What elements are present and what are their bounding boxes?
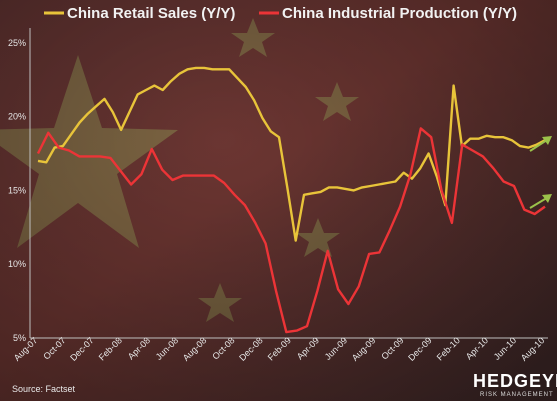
series-lines [36,66,546,334]
trend-arrow-lower [529,194,552,209]
trend-arrow-upper [529,136,552,152]
arrow-up-right-icon [542,136,552,145]
arrow-up-right-icon [542,194,552,203]
y-tick-label: 25% [8,38,26,48]
source-note: Source: Factset [12,384,76,394]
y-tick-label: 5% [13,333,26,343]
y-tick-label: 15% [8,185,26,195]
legend: China Retail Sales (Y/Y) China Industria… [44,5,517,22]
legend-label-industrial: China Industrial Production (Y/Y) [282,5,517,22]
y-tick-label: 10% [8,259,26,269]
hedgeye-logo: HEDGEYE RISK MANAGEMENT [473,371,557,398]
legend-label-retail: China Retail Sales (Y/Y) [67,5,235,22]
y-ticks: 25% 20% 15% 10% 5% [8,38,26,343]
series-line-retail-sales [37,66,546,242]
series-line-industrial-production [36,127,546,334]
logo-sub: RISK MANAGEMENT [480,392,554,398]
logo-main: HEDGEYE [473,371,557,391]
y-tick-label: 20% [8,112,26,122]
